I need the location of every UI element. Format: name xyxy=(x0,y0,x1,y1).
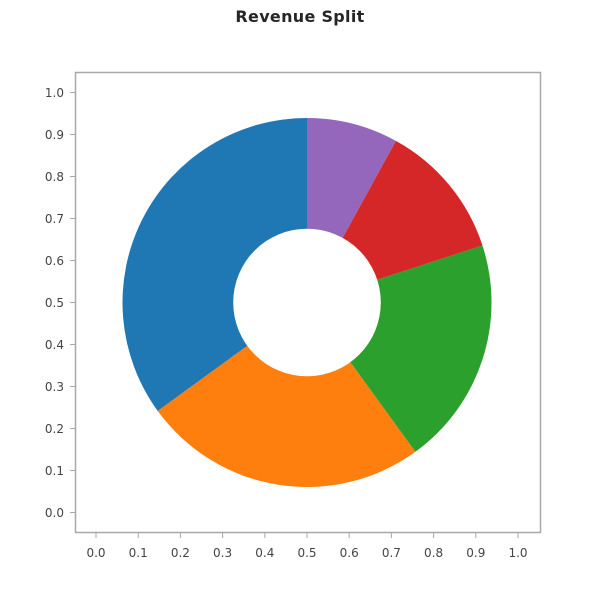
donut-hole xyxy=(233,228,381,377)
x-tick-label: 0.1 xyxy=(129,546,148,560)
y-tick-label: 0.8 xyxy=(45,170,64,184)
x-tick-label: 0.8 xyxy=(424,546,443,560)
y-tick-label: 0.7 xyxy=(45,212,64,226)
x-tick-label: 0.3 xyxy=(213,546,232,560)
y-tick-label: 0.5 xyxy=(45,296,64,310)
donut-slice-2 xyxy=(157,302,416,487)
axes-frame xyxy=(74,71,542,534)
y-tick-label: 0.9 xyxy=(45,128,64,142)
x-tick-label: 0.7 xyxy=(382,546,401,560)
y-tick-label: 0.0 xyxy=(45,506,64,520)
donut-slice-1 xyxy=(122,118,307,411)
chart-title: Revenue Split xyxy=(235,7,365,26)
x-tick-label: 0.9 xyxy=(466,546,485,560)
y-tick-label: 0.4 xyxy=(45,338,64,352)
x-tick-label: 1.0 xyxy=(508,546,527,560)
x-tick-label: 0.0 xyxy=(86,546,105,560)
x-axis: 0.0 0.1 0.2 0.3 0.4 0.5 0.6 0.7 0.8 0.9 1.0 xyxy=(86,533,528,560)
y-tick-label: 0.2 xyxy=(45,422,64,436)
y-axis: 0.0 0.1 0.2 0.3 0.4 0.5 0.6 0.7 0.8 0.9 1.0 xyxy=(45,86,75,520)
x-tick-label: 0.5 xyxy=(297,546,316,560)
x-tick-label: 0.4 xyxy=(255,546,274,560)
y-tick-label: 1.0 xyxy=(45,86,64,100)
y-tick-label: 0.3 xyxy=(45,380,64,394)
y-tick-label: 0.6 xyxy=(45,254,64,268)
y-tick-label: 0.1 xyxy=(45,464,64,478)
x-tick-label: 0.6 xyxy=(340,546,359,560)
x-tick-label: 0.2 xyxy=(171,546,190,560)
